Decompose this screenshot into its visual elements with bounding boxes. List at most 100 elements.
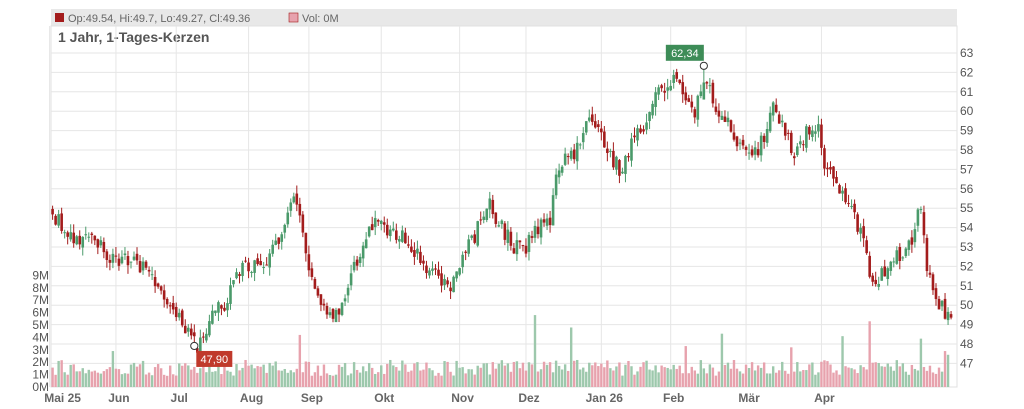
volume-bar xyxy=(298,334,302,387)
volume-bar xyxy=(582,367,585,387)
candle xyxy=(853,199,856,219)
volume-bar xyxy=(895,360,898,387)
candle xyxy=(934,283,938,306)
candle xyxy=(786,129,790,141)
y-tick-label: 49 xyxy=(960,318,974,332)
volume-bar xyxy=(533,315,537,387)
candle xyxy=(615,155,618,175)
candle xyxy=(114,247,118,263)
volume-bar xyxy=(416,362,419,387)
volume-bar xyxy=(458,367,461,387)
volume-bar xyxy=(820,361,823,387)
candle xyxy=(72,224,76,248)
chart-subtitle: 1 Jahr, 1-Tages-Kerzen xyxy=(58,29,209,45)
volume-bar xyxy=(524,370,528,387)
volume-bar xyxy=(449,371,452,387)
volume-bar xyxy=(464,373,467,387)
candle xyxy=(597,120,600,133)
candle xyxy=(931,272,935,295)
volume-bar xyxy=(907,374,911,387)
candle xyxy=(886,266,890,286)
volume-bar xyxy=(693,370,696,387)
candle xyxy=(636,124,639,147)
volume-bar xyxy=(494,368,498,387)
candle xyxy=(437,261,440,279)
volume-bar xyxy=(898,366,902,387)
candle xyxy=(949,311,953,320)
candle xyxy=(645,113,648,135)
volume-bar xyxy=(741,373,745,387)
candle xyxy=(747,143,751,160)
volume-bar xyxy=(87,369,90,387)
candle xyxy=(280,231,284,250)
legend-ohlc-swatch xyxy=(55,13,64,22)
candle xyxy=(177,308,181,321)
volume-bar xyxy=(705,373,709,387)
volume-bar xyxy=(569,327,573,387)
candle xyxy=(262,261,265,275)
candle xyxy=(545,213,549,231)
volume-bar xyxy=(913,368,917,387)
volume-bar xyxy=(316,365,320,387)
volume-bar xyxy=(793,371,796,387)
candle xyxy=(479,211,483,225)
volume-bar xyxy=(90,371,93,387)
volume-bar xyxy=(536,371,540,387)
volume-bar xyxy=(579,369,582,387)
volume-bar xyxy=(545,364,549,387)
y-tick-label: 62 xyxy=(960,65,974,79)
candle xyxy=(223,302,226,312)
volume-bar xyxy=(301,372,305,387)
volume-bar xyxy=(479,367,482,387)
candle xyxy=(895,246,899,265)
candle xyxy=(316,285,320,298)
volume-bar xyxy=(563,364,567,387)
candle xyxy=(678,79,682,85)
candle xyxy=(741,135,745,150)
candle xyxy=(877,276,881,291)
volume-bar xyxy=(892,370,895,387)
volume-bar xyxy=(377,372,380,387)
candle xyxy=(606,141,609,162)
candle xyxy=(859,223,862,242)
candle xyxy=(488,191,492,219)
candle xyxy=(135,247,139,265)
candle xyxy=(376,218,380,226)
candle xyxy=(165,297,169,309)
volume-bar xyxy=(566,370,570,387)
volume-bar xyxy=(759,367,763,387)
candle xyxy=(642,125,645,135)
volume-bar xyxy=(573,360,576,387)
candle xyxy=(699,84,703,99)
candle xyxy=(762,133,766,149)
candle xyxy=(669,80,672,92)
volume-bar xyxy=(928,365,932,387)
volume-bar xyxy=(66,374,69,387)
volume-bar xyxy=(419,370,422,387)
candle xyxy=(147,266,151,277)
volume-bar xyxy=(560,369,564,387)
volume-tick-label: 9M xyxy=(32,268,49,282)
volume-bar xyxy=(178,363,181,387)
candle xyxy=(654,87,657,116)
candle xyxy=(925,234,929,277)
candle xyxy=(455,271,458,282)
volume-bar xyxy=(162,374,166,387)
candle xyxy=(690,94,694,113)
candle xyxy=(57,209,60,228)
volume-bar xyxy=(802,369,805,387)
grid-layer xyxy=(49,26,957,387)
candle xyxy=(286,206,290,228)
volume-bar xyxy=(717,371,721,387)
volume-bar xyxy=(286,372,289,387)
candle xyxy=(711,79,715,108)
candle xyxy=(159,285,163,295)
axis-layer: 47 48 49 50 51 52 53 54 55 56 57 58 59 60 61 62 63 0M1M2M… xyxy=(32,46,973,405)
volume-bar xyxy=(81,368,84,387)
candle xyxy=(536,218,540,239)
candle xyxy=(497,221,501,228)
volume-bar xyxy=(808,364,811,387)
volume-bar xyxy=(762,362,766,387)
volume-bar xyxy=(675,368,678,387)
candle xyxy=(509,227,513,251)
